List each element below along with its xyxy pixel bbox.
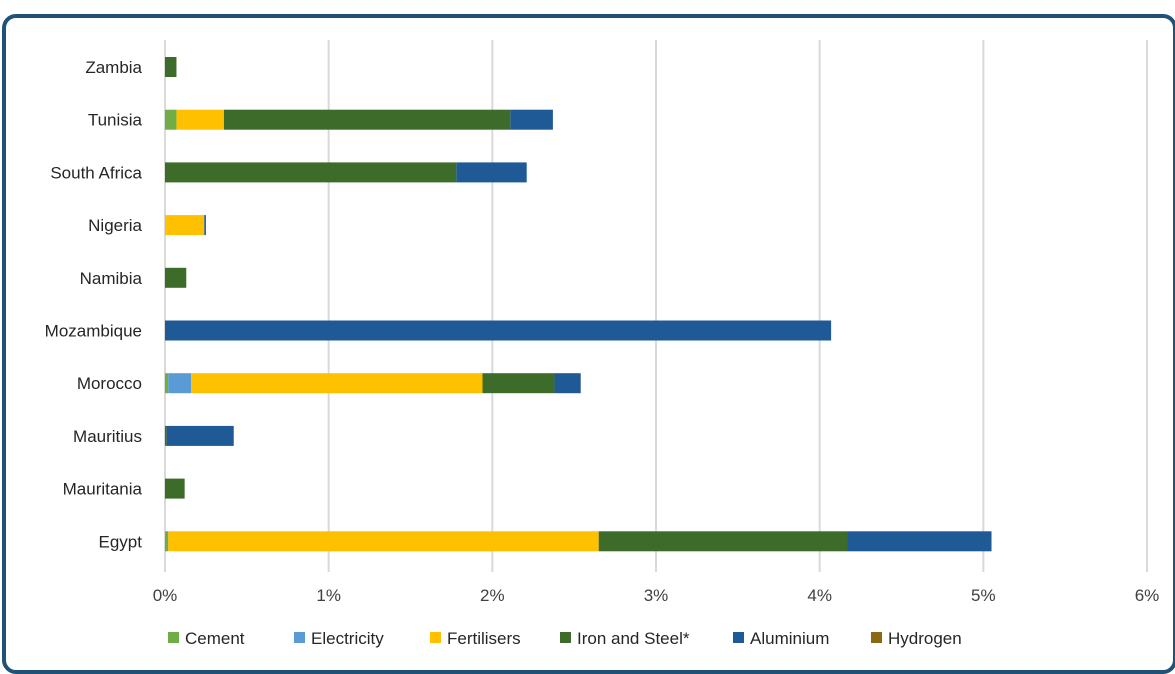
bar-segment: [223, 109, 511, 130]
bar-segment: [598, 531, 848, 552]
bar-segment: [847, 531, 992, 552]
bar-segment: [165, 320, 832, 341]
legend-label: Iron and Steel*: [577, 629, 690, 648]
x-tick-label: 5%: [971, 586, 996, 605]
legend-swatch: [871, 632, 882, 643]
category-label: Nigeria: [88, 216, 142, 235]
x-tick-label: 0%: [153, 586, 178, 605]
category-label: Mauritius: [73, 427, 142, 446]
legend-label: Hydrogen: [888, 629, 962, 648]
bar-segment: [165, 57, 177, 77]
legend-swatch: [430, 632, 441, 643]
category-label: Zambia: [85, 58, 142, 77]
category-label: Tunisia: [88, 111, 143, 130]
legend-label: Fertilisers: [447, 629, 521, 648]
bar-segment: [554, 373, 581, 394]
legend-swatch: [733, 632, 744, 643]
bar-segment: [176, 109, 224, 130]
x-tick-label: 1%: [316, 586, 341, 605]
x-tick-label: 6%: [1135, 586, 1160, 605]
x-tick-label: 4%: [807, 586, 832, 605]
bar-segment: [482, 373, 555, 394]
legend-label: Cement: [185, 629, 245, 648]
bar-segment: [165, 478, 185, 499]
legend-swatch: [168, 632, 179, 643]
category-label: Egypt: [99, 532, 143, 551]
legend-swatch: [560, 632, 571, 643]
category-label: Namibia: [80, 269, 143, 288]
bar-segment: [165, 267, 187, 288]
bar-segment: [165, 425, 167, 446]
bar-segment: [165, 215, 205, 236]
bar-segment: [456, 162, 527, 183]
legend-swatch: [294, 632, 305, 643]
category-label: Mozambique: [45, 322, 142, 341]
legend-label: Electricity: [311, 629, 384, 648]
bar-segment: [165, 373, 169, 394]
bar-segment: [204, 215, 206, 236]
bar-segment: [510, 109, 553, 130]
category-label: South Africa: [50, 163, 142, 182]
category-label: Mauritania: [63, 480, 143, 499]
x-tick-label: 2%: [480, 586, 505, 605]
bar-segment: [168, 373, 192, 394]
bar-segment: [168, 531, 599, 552]
category-label: Morocco: [77, 374, 142, 393]
bar-segment: [166, 425, 234, 446]
bar-segment: [165, 531, 169, 552]
bar-segment: [191, 373, 483, 394]
bar-segment: [165, 162, 457, 183]
bar-segment: [165, 109, 177, 130]
x-tick-label: 3%: [644, 586, 669, 605]
legend-label: Aluminium: [750, 629, 829, 648]
